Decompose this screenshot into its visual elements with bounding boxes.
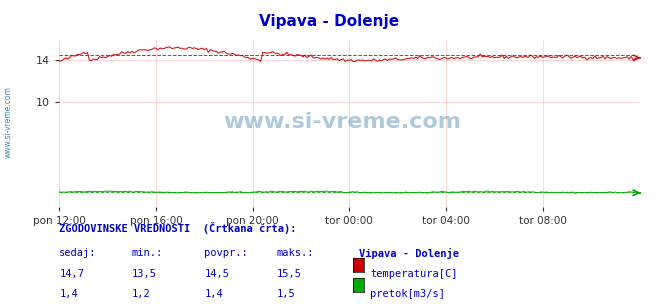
Text: 14,7: 14,7 — [59, 269, 84, 279]
Text: 1,4: 1,4 — [59, 289, 78, 299]
Text: www.si-vreme.com: www.si-vreme.com — [223, 112, 462, 132]
Text: www.si-vreme.com: www.si-vreme.com — [3, 86, 13, 157]
Text: 1,4: 1,4 — [204, 289, 223, 299]
Text: 15,5: 15,5 — [277, 269, 302, 279]
Text: 13,5: 13,5 — [132, 269, 157, 279]
Text: Vipava - Dolenje: Vipava - Dolenje — [359, 248, 459, 259]
Text: 1,2: 1,2 — [132, 289, 150, 299]
Text: maks.:: maks.: — [277, 248, 314, 258]
Text: min.:: min.: — [132, 248, 163, 258]
Text: Vipava - Dolenje: Vipava - Dolenje — [260, 14, 399, 29]
Text: sedaj:: sedaj: — [59, 248, 97, 258]
Text: ZGODOVINSKE VREDNOSTI  (Črtkana črta):: ZGODOVINSKE VREDNOSTI (Črtkana črta): — [59, 222, 297, 234]
Text: temperatura[C]: temperatura[C] — [370, 269, 458, 279]
Text: pretok[m3/s]: pretok[m3/s] — [370, 289, 445, 299]
Text: 14,5: 14,5 — [204, 269, 229, 279]
Text: povpr.:: povpr.: — [204, 248, 248, 258]
Text: 1,5: 1,5 — [277, 289, 295, 299]
